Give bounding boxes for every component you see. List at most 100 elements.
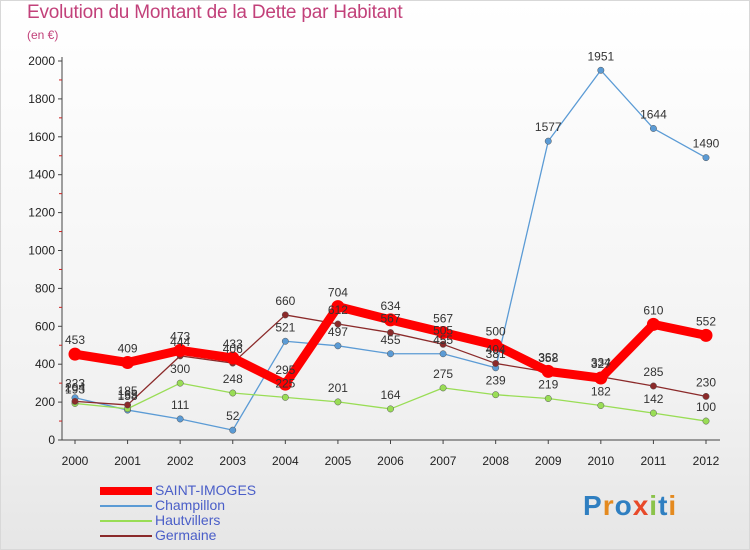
series-line-champillon — [74, 69, 707, 431]
data-label: 185 — [118, 384, 138, 398]
data-label: 433 — [223, 337, 243, 351]
y-tick-label: 600 — [35, 319, 55, 333]
data-label: 1951 — [587, 49, 614, 63]
data-label: 444 — [170, 335, 190, 349]
x-tick-label: 2008 — [482, 454, 509, 468]
data-label: 165 — [118, 388, 138, 402]
data-label: 505 — [433, 323, 453, 337]
data-label: 164 — [380, 388, 400, 402]
data-point — [176, 415, 184, 423]
data-point — [439, 384, 447, 392]
data-label: 201 — [328, 381, 348, 395]
data-label: 111 — [171, 398, 190, 412]
data-label: 612 — [328, 303, 348, 317]
data-point — [226, 351, 240, 365]
y-tick-label: 200 — [35, 395, 55, 409]
y-tick-label: 1200 — [28, 206, 55, 220]
chart-subtitle: (en €) — [27, 28, 59, 42]
y-tick-label: 800 — [35, 281, 55, 295]
data-point — [439, 340, 447, 348]
x-tick-label: 2002 — [167, 454, 194, 468]
data-point — [173, 343, 187, 357]
x-tick-label: 2006 — [377, 454, 404, 468]
data-label: 193 — [65, 382, 85, 396]
data-label: 334 — [591, 356, 611, 370]
logo-letter: o — [614, 490, 633, 521]
data-point — [699, 328, 713, 342]
data-point — [229, 426, 237, 434]
data-label: 404 — [486, 342, 506, 356]
proxiti-logo: Proxiti — [583, 490, 677, 522]
data-label: 610 — [643, 303, 663, 317]
data-label: 219 — [538, 377, 558, 391]
data-label: 239 — [486, 374, 506, 388]
data-point — [387, 405, 394, 413]
data-point — [544, 137, 552, 145]
data-point — [384, 313, 397, 327]
data-label: 230 — [696, 375, 716, 389]
data-label: 362 — [538, 350, 558, 364]
data-label: 497 — [328, 325, 348, 339]
data-point — [121, 355, 135, 369]
x-tick-label: 2005 — [325, 454, 352, 468]
data-label: 521 — [275, 320, 295, 334]
data-point — [281, 337, 289, 345]
legend-label: SAINT-IMOGES — [155, 482, 257, 498]
data-label: 142 — [643, 392, 663, 406]
data-label: 204 — [65, 380, 85, 394]
legend-swatch — [100, 487, 152, 495]
y-tick-label: 400 — [35, 357, 55, 371]
data-point — [702, 154, 710, 162]
data-point — [492, 359, 500, 367]
legend-label: Germaine — [155, 527, 217, 543]
data-label: 552 — [696, 314, 716, 328]
data-point — [229, 389, 237, 397]
legend-swatch — [100, 505, 152, 507]
data-label: 567 — [380, 312, 400, 326]
data-point — [597, 402, 605, 409]
data-label: 295 — [275, 363, 295, 377]
data-label: 1577 — [535, 120, 562, 134]
logo-letter: t — [658, 490, 669, 521]
logo-letter: r — [602, 490, 615, 521]
data-point — [387, 329, 394, 337]
x-tick-label: 2000 — [62, 454, 89, 468]
data-point — [436, 326, 450, 340]
data-point — [278, 377, 292, 391]
data-label: 500 — [486, 324, 506, 338]
chart-lines — [68, 66, 713, 434]
x-tick-label: 2012 — [693, 454, 720, 468]
logo-letter: x — [632, 490, 650, 521]
data-point — [334, 398, 342, 406]
data-point — [597, 66, 605, 74]
data-label: 358 — [538, 351, 558, 365]
x-tick-label: 2009 — [535, 454, 562, 468]
data-label: 660 — [275, 294, 295, 308]
data-point — [649, 409, 657, 417]
data-point — [492, 391, 500, 399]
data-point — [702, 417, 710, 425]
x-tick-label: 2004 — [272, 454, 299, 468]
x-tick-label: 2010 — [587, 454, 614, 468]
y-tick-label: 1400 — [28, 168, 55, 182]
data-label: 52 — [226, 409, 240, 423]
data-label: 275 — [433, 367, 453, 381]
chart-title: Evolution du Montant de la Dette par Hab… — [27, 2, 403, 23]
data-label: 327 — [591, 357, 611, 371]
data-point — [68, 347, 82, 361]
data-label: 223 — [65, 377, 85, 391]
y-tick-label: 2000 — [28, 54, 55, 68]
data-point — [71, 397, 79, 405]
data-label: 1644 — [640, 107, 667, 121]
data-point — [439, 350, 447, 358]
logo-letter: i — [668, 490, 678, 521]
legend-label: Champillon — [155, 497, 226, 513]
data-label: 1490 — [693, 137, 720, 151]
data-label: 225 — [275, 376, 295, 390]
data-label: 453 — [65, 333, 85, 347]
y-tick-label: 0 — [48, 433, 55, 447]
x-tick-label: 2001 — [114, 454, 141, 468]
data-point — [281, 393, 289, 401]
